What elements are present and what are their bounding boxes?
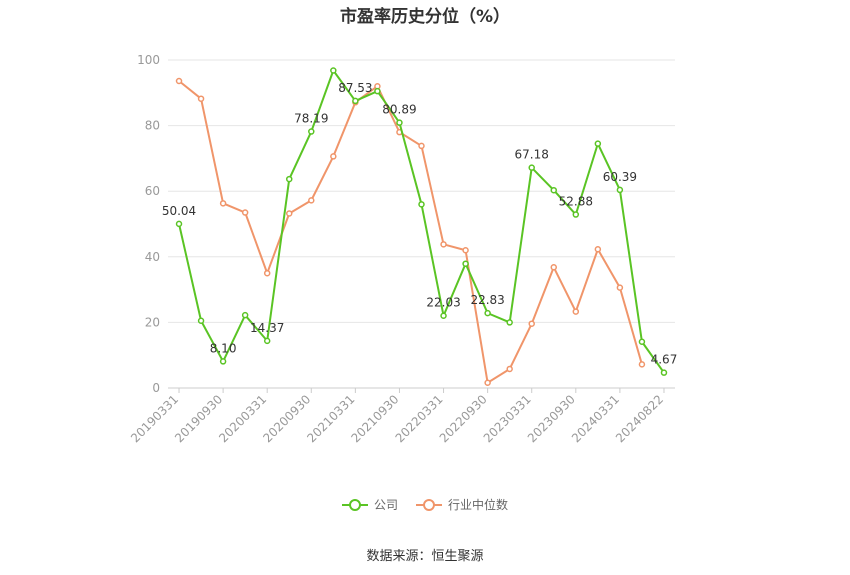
- x-tick-label: 20240822: [613, 392, 666, 445]
- data-point-industry-median: [594, 246, 602, 253]
- data-point-company: [418, 201, 425, 208]
- data-point-industry-median: [197, 95, 205, 102]
- data-point-company: [506, 319, 513, 326]
- legend-item-industry-median[interactable]: 行业中位数: [416, 496, 508, 513]
- y-axis: 0 20 40 60 80 100: [137, 53, 160, 395]
- y-tick-label: 60: [145, 184, 160, 198]
- data-label: 52.88: [559, 195, 593, 209]
- data-point-company: [197, 317, 205, 325]
- legend-company-marker-icon: [341, 498, 368, 511]
- data-point-company: [440, 312, 447, 319]
- data-point-company: [330, 67, 337, 74]
- data-label: 8.10: [210, 341, 237, 355]
- data-point-company: [308, 128, 315, 135]
- data-label-layer: 50.04 8.10 14.37 78.19 87.53 80.89 22.03 22.83 6…: [162, 81, 677, 367]
- data-point-company: [616, 186, 624, 194]
- data-point-company: [396, 119, 403, 126]
- data-label: 60.39: [603, 170, 637, 184]
- data-label: 78.19: [294, 112, 328, 126]
- data-label: 22.03: [426, 296, 460, 310]
- data-label: 67.18: [515, 148, 549, 162]
- data-point-company: [352, 97, 359, 105]
- data-point-company: [241, 311, 249, 319]
- chart-title: 市盈率历史分位（%）: [339, 7, 511, 27]
- data-point-industry-median: [308, 197, 315, 204]
- data-point-company: [219, 358, 227, 365]
- data-point-industry-median: [638, 361, 646, 368]
- data-point-industry-median: [285, 210, 293, 217]
- data-point-company: [594, 140, 602, 147]
- data-label: 80.89: [382, 103, 416, 117]
- legend: 公司 行业中位数: [0, 496, 850, 513]
- data-point-company: [374, 87, 381, 95]
- series-line-industry-median: [178, 80, 643, 384]
- line-chart: 0 20 40 60 80 100 201903312019093020200331202…: [128, 53, 677, 445]
- y-tick-label: 100: [137, 53, 160, 67]
- data-point-industry-median: [219, 200, 227, 207]
- data-point-industry-median: [175, 77, 183, 85]
- data-point-industry-median: [528, 320, 535, 327]
- legend-item-company[interactable]: 公司: [341, 496, 398, 513]
- data-point-company: [550, 186, 558, 194]
- data-point-company: [572, 211, 580, 218]
- data-point-company: [638, 338, 646, 346]
- data-point-industry-median: [550, 264, 558, 271]
- data-point-company: [285, 175, 293, 183]
- data-point-industry-median: [263, 269, 271, 277]
- data-point-industry-median: [440, 241, 447, 248]
- y-tick-label: 40: [145, 250, 160, 264]
- legend-industry-marker-icon: [416, 498, 442, 511]
- data-point-industry-median: [462, 246, 469, 254]
- data-point-industry-median: [484, 379, 491, 387]
- data-point-industry-median: [330, 153, 337, 160]
- data-point-company: [263, 337, 271, 345]
- data-point-company: [528, 164, 535, 171]
- data-label: 14.37: [250, 321, 284, 335]
- data-label: 50.04: [162, 204, 196, 218]
- data-point-industry-median: [241, 209, 249, 216]
- legend-industry-label: 行业中位数: [448, 498, 509, 512]
- legend-company-label: 公司: [373, 498, 398, 512]
- y-tick-label: 80: [145, 119, 160, 133]
- data-point-company: [660, 369, 668, 376]
- x-axis: 2019033120190930202003312020093020210331…: [128, 387, 675, 445]
- data-label: 22.83: [470, 293, 504, 307]
- data-point-industry-median: [616, 284, 624, 291]
- data-point-industry-median: [418, 142, 425, 150]
- series-layer: [175, 67, 668, 387]
- data-point-company: [175, 220, 183, 228]
- y-tick-label: 20: [145, 315, 160, 329]
- data-label: 87.53: [338, 81, 372, 95]
- data-source: 数据来源：恒生聚源: [366, 549, 484, 564]
- data-point-company: [484, 309, 491, 317]
- data-point-industry-median: [506, 365, 513, 373]
- data-point-company: [462, 260, 469, 267]
- data-point-industry-median: [572, 308, 580, 315]
- grid-lines: [168, 59, 675, 323]
- data-label: 4.67: [651, 353, 678, 367]
- y-tick-label: 0: [152, 381, 160, 395]
